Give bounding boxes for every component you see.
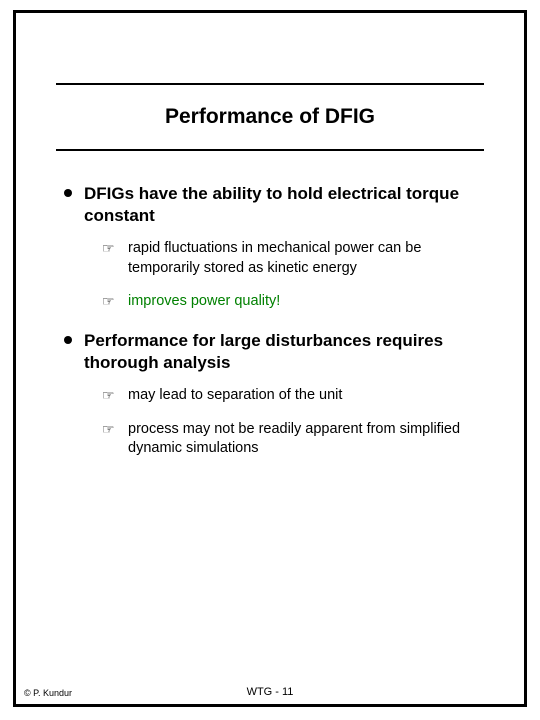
sub-bullet-item: ☞ process may not be readily apparent fr… [102,420,484,459]
pointer-icon: ☞ [102,420,118,459]
pointer-icon: ☞ [102,386,118,406]
sub-bullet-item: ☞ may lead to separation of the unit [102,386,484,406]
bullet-dot-icon [64,189,72,197]
sub-bullet-text-highlight: improves power quality! [128,292,280,312]
title-rule-top [56,83,484,85]
sub-bullet-text: may lead to separation of the unit [128,386,342,406]
sub-bullet-item: ☞ rapid fluctuations in mechanical power… [102,239,484,278]
bullet-item: Performance for large disturbances requi… [64,330,484,374]
bullet-text: Performance for large disturbances requi… [84,330,484,374]
footer-page-number: WTG - 11 [16,686,524,698]
pointer-icon: ☞ [102,292,118,312]
slide-frame: Performance of DFIG DFIGs have the abili… [13,10,527,707]
sub-bullet-item: ☞ improves power quality! [102,292,484,312]
sub-bullet-text: rapid fluctuations in mechanical power c… [128,239,484,278]
slide-title: Performance of DFIG [16,105,524,129]
bullet-text: DFIGs have the ability to hold electrica… [84,183,484,227]
bullet-item: DFIGs have the ability to hold electrica… [64,183,484,227]
pointer-icon: ☞ [102,239,118,278]
slide-content: DFIGs have the ability to hold electrica… [64,183,484,473]
title-rule-bottom [56,149,484,151]
sub-bullet-text: process may not be readily apparent from… [128,420,484,459]
bullet-dot-icon [64,336,72,344]
